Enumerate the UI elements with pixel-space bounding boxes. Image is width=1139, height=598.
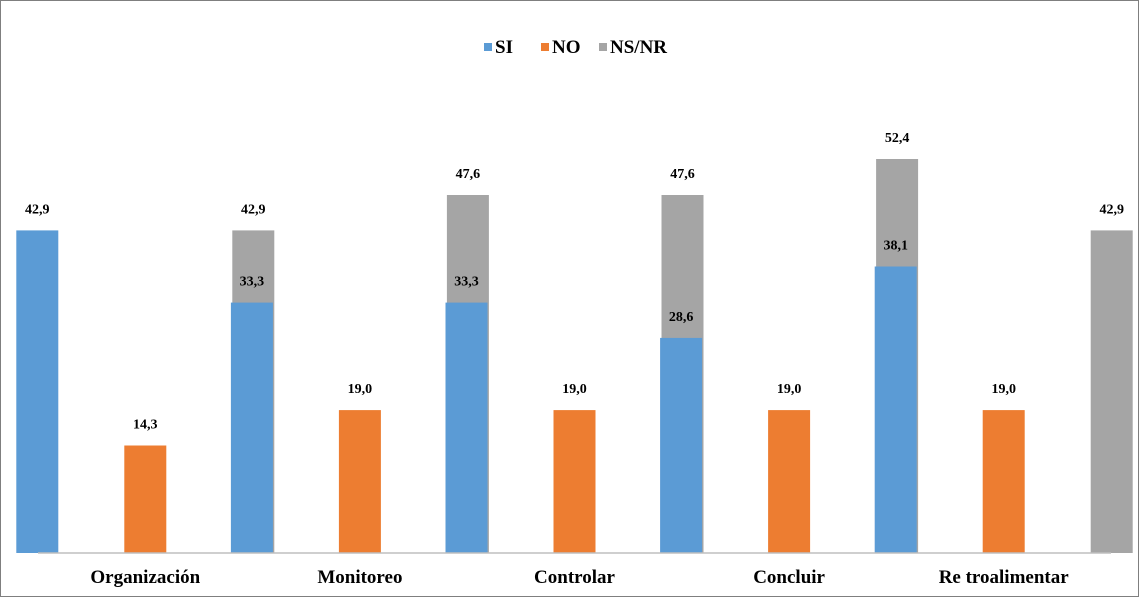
data-label: 47,6 xyxy=(670,167,695,182)
data-label: 19,0 xyxy=(562,382,587,397)
legend-label: NS/NR xyxy=(610,37,667,58)
category-label: Re troalimentar xyxy=(939,567,1070,588)
legend-swatch xyxy=(541,43,549,51)
data-label: 38,1 xyxy=(883,239,908,254)
chart-legend: SI NO NS/NR xyxy=(484,37,667,58)
bar-no-3 xyxy=(768,410,811,553)
legend-swatch xyxy=(484,43,492,51)
legend-item: NS/NR xyxy=(599,37,667,58)
data-label-group: 42,9 14,3 42,9 33,3 19,0 47,6 33,3 19,0 47,6 28,6… xyxy=(25,131,1124,433)
data-label: 14,3 xyxy=(133,418,158,433)
category-label: Organización xyxy=(90,567,200,588)
data-label: 42,9 xyxy=(241,202,266,217)
legend-swatch xyxy=(599,43,607,51)
bar-si-3 xyxy=(660,337,703,553)
legend-item: NO xyxy=(541,37,581,58)
data-label: 19,0 xyxy=(991,382,1016,397)
data-label: 19,0 xyxy=(348,382,373,397)
bar-series-group xyxy=(16,159,1133,553)
data-label: 52,4 xyxy=(885,131,910,146)
bar-no-4 xyxy=(982,410,1025,553)
legend-label: NO xyxy=(552,37,581,58)
data-label: 33,3 xyxy=(240,275,265,290)
data-label: 33,3 xyxy=(454,275,479,290)
legend-item: SI xyxy=(484,37,513,58)
bar-ns-nr-4 xyxy=(1090,230,1133,553)
data-label: 19,0 xyxy=(777,382,802,397)
category-label-group: Organización Monitoreo Controlar Concluir Re… xyxy=(90,567,1069,588)
data-label: 47,6 xyxy=(456,167,481,182)
data-label: 42,9 xyxy=(1099,202,1124,217)
legend-label: SI xyxy=(495,37,513,58)
bar-no-1 xyxy=(338,410,381,553)
bar-si-2 xyxy=(445,302,488,553)
bar-no-2 xyxy=(553,410,596,553)
bar-si-0 xyxy=(16,230,59,553)
bar-no-0 xyxy=(124,445,167,553)
data-label: 42,9 xyxy=(25,202,50,217)
category-label: Controlar xyxy=(534,567,615,588)
bar-si-1 xyxy=(230,302,273,553)
category-label: Monitoreo xyxy=(317,567,402,588)
data-label: 28,6 xyxy=(669,310,694,325)
bar-si-4 xyxy=(874,266,917,553)
category-label: Concluir xyxy=(753,567,825,588)
